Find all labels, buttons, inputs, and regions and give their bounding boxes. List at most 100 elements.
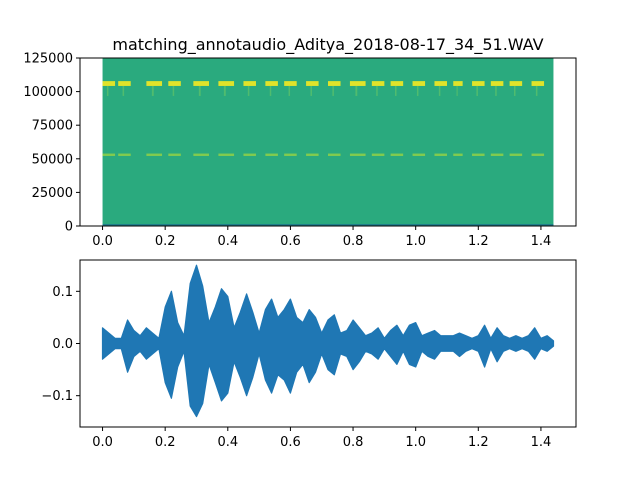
waveform-panel: 0.0 0.2 0.4 0.6 0.8 1.0 1.2 1.4 −0.1 0.0 0.1: [41, 259, 577, 450]
spectrogram-call-high-14: [412, 81, 426, 86]
spectrogram-y-tick-label-2: 50000: [32, 152, 73, 167]
spectrogram-call-mid-0: [102, 153, 116, 156]
waveform-x-tick-label-2: 0.4: [217, 435, 238, 450]
spectrogram-call-high-5: [218, 81, 235, 86]
waveform-x-tick-label-5: 1.0: [405, 435, 426, 450]
spectrogram-call-streak-13: [395, 85, 397, 96]
spectrogram-call-high-9: [306, 81, 319, 86]
spectrogram-y-tick-label-3: 75000: [32, 119, 73, 134]
spectrogram-call-mid-3: [168, 153, 181, 156]
spectrogram-call-streak-9: [310, 85, 312, 96]
waveform-x-tick-label-1: 0.2: [155, 435, 176, 450]
waveform-x-tick-label-4: 0.8: [343, 435, 364, 450]
spectrogram-call-high-18: [490, 81, 504, 86]
spectrogram-call-mid-20: [531, 153, 545, 156]
spectrogram-call-mid-4: [193, 153, 210, 156]
spectrogram-call-streak-10: [332, 85, 334, 96]
spectrogram-image: [102, 58, 554, 226]
waveform-plot-area: [101, 264, 555, 418]
spectrogram-x-tick-label-3: 0.6: [280, 234, 301, 249]
spectrogram-call-high-2: [146, 81, 163, 86]
spectrogram-panel: matching_annotaudio_Aditya_2018-08-17_34…: [23, 35, 577, 249]
spectrogram-call-mid-12: [371, 153, 385, 156]
spectrogram-call-streak-3: [172, 85, 175, 96]
spectrogram-y-tick-label-1: 25000: [32, 186, 73, 201]
spectrogram-y-tick-label-0: 0: [65, 220, 73, 235]
spectrogram-call-high-17: [472, 81, 485, 86]
spectrogram-call-streak-8: [288, 85, 291, 96]
spectrogram-call-streak-11: [355, 85, 358, 96]
waveform-x-axis: 0.0 0.2 0.4 0.6 0.8 1.0 1.2 1.4: [92, 427, 551, 450]
spectrogram-y-axis: 0 25000 50000 75000 100000 125000: [23, 52, 80, 235]
spectrogram-call-mid-16: [453, 153, 463, 156]
spectrogram-call-high-11: [349, 81, 366, 86]
spectrogram-call-mid-2: [146, 153, 163, 156]
waveform-y-tick-label-0: −0.1: [41, 389, 73, 404]
spectrogram-call-high-8: [284, 81, 297, 86]
spectrogram-call-mid-19: [509, 153, 523, 156]
waveform-x-tick-label-6: 1.2: [468, 435, 489, 450]
spectrogram-low-band: [102, 223, 554, 226]
spectrogram-call-streak-2: [151, 85, 154, 96]
spectrogram-call-mid-1: [118, 153, 131, 156]
spectrogram-call-streak-18: [495, 85, 497, 96]
spectrogram-axes-frame: [79, 57, 577, 227]
spectrogram-call-mid-6: [243, 153, 256, 156]
spectrogram-x-tick-label-5: 1.0: [405, 234, 426, 249]
spectrogram-call-high-7: [265, 81, 278, 86]
waveform-y-tick-label-2: 0.1: [52, 285, 73, 300]
spectrogram-call-streak-19: [514, 85, 516, 96]
spectrogram-call-mid-15: [434, 153, 447, 156]
waveform-x-tick-label-3: 0.6: [280, 435, 301, 450]
spectrogram-call-streak-20: [535, 85, 538, 96]
spectrogram-x-tick-label-4: 0.8: [343, 234, 364, 249]
spectrogram-call-mid-14: [412, 153, 426, 156]
spectrogram-call-streak-6: [247, 85, 250, 96]
spectrogram-call-streak-7: [269, 85, 272, 96]
spectrogram-call-high-16: [453, 81, 463, 86]
spectrogram-x-tick-label-1: 0.2: [155, 234, 176, 249]
spectrogram-call-high-3: [168, 81, 181, 86]
waveform-y-tick-label-1: 0.0: [52, 337, 73, 352]
waveform-envelope: [101, 264, 555, 418]
spectrogram-x-tick-label-6: 1.2: [468, 234, 489, 249]
spectrogram-call-high-20: [531, 81, 545, 86]
spectrogram-call-streak-15: [438, 85, 441, 96]
waveform-y-axis: −0.1 0.0 0.1: [41, 285, 80, 404]
spectrogram-y-tick-label-4: 100000: [23, 85, 73, 100]
spectrogram-call-high-4: [193, 81, 210, 86]
spectrogram-call-high-12: [371, 81, 385, 86]
spectrogram-call-high-10: [328, 81, 341, 86]
spectrogram-call-mid-13: [390, 153, 404, 156]
waveform-x-tick-label-0: 0.0: [92, 435, 113, 450]
spectrogram-call-mid-11: [349, 153, 366, 156]
spectrogram-x-tick-label-2: 0.4: [217, 234, 238, 249]
spectrogram-call-streak-5: [223, 85, 226, 96]
spectrogram-call-mid-10: [328, 153, 341, 156]
spectrogram-call-mid-5: [218, 153, 235, 156]
spectrogram-call-streak-14: [416, 85, 419, 96]
spectrogram-call-mid-8: [284, 153, 297, 156]
waveform-x-tick-label-7: 1.4: [531, 435, 552, 450]
spectrogram-call-streak-1: [122, 85, 125, 96]
spectrogram-call-high-1: [118, 81, 131, 86]
spectrogram-call-streak-0: [106, 85, 109, 96]
spectrogram-title: matching_annotaudio_Aditya_2018-08-17_34…: [112, 35, 543, 55]
spectrogram-call-high-15: [434, 81, 447, 86]
spectrogram-call-mid-18: [490, 153, 504, 156]
spectrogram-x-tick-label-0: 0.0: [92, 234, 113, 249]
spectrogram-y-tick-label-5: 125000: [23, 52, 73, 67]
spectrogram-call-mid-7: [265, 153, 278, 156]
spectrogram-call-mid-17: [472, 153, 485, 156]
spectrogram-call-high-19: [509, 81, 523, 86]
spectrogram-x-tick-label-7: 1.4: [531, 234, 552, 249]
spectrogram-call-streak-17: [476, 85, 478, 96]
spectrogram-call-streak-12: [376, 85, 378, 96]
spectrogram-call-high-13: [390, 81, 404, 86]
spectrogram-x-axis: 0.0 0.2 0.4 0.6 0.8 1.0 1.2 1.4: [92, 226, 551, 249]
spectrogram-call-streak-16: [456, 85, 458, 96]
spectrogram-call-high-0: [102, 81, 116, 86]
spectrogram-background: [102, 58, 554, 226]
spectrogram-call-high-6: [243, 81, 256, 86]
